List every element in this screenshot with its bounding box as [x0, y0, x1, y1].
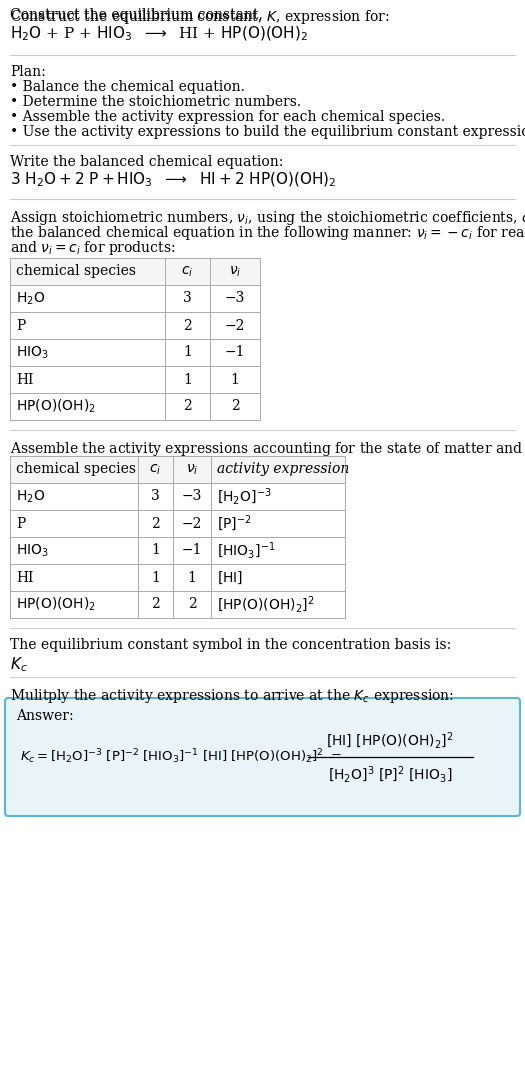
Text: $[\mathrm{HP(O)(OH)_2}]^2$: $[\mathrm{HP(O)(OH)_2}]^2$ [217, 594, 314, 614]
Text: $\mathrm{HIO_3}$: $\mathrm{HIO_3}$ [16, 542, 49, 559]
Text: 2: 2 [187, 597, 196, 611]
Text: The equilibrium constant symbol in the concentration basis is:: The equilibrium constant symbol in the c… [10, 638, 452, 652]
Text: Construct the equilibrium constant, $K$, expression for:: Construct the equilibrium constant, $K$,… [10, 7, 390, 26]
Text: HI: HI [16, 372, 34, 386]
Bar [10, 258, 260, 285]
Text: −3: −3 [182, 489, 202, 504]
Text: • Balance the chemical equation.: • Balance the chemical equation. [10, 80, 245, 94]
Text: $\mathrm{HP(O)(OH)_2}$: $\mathrm{HP(O)(OH)_2}$ [16, 398, 96, 415]
Text: 2: 2 [183, 319, 192, 333]
Text: $K_c$: $K_c$ [10, 655, 28, 674]
Text: Write the balanced chemical equation:: Write the balanced chemical equation: [10, 155, 284, 169]
Text: 1: 1 [187, 570, 196, 584]
Text: $c_i$: $c_i$ [181, 264, 194, 278]
Text: Plan:: Plan: [10, 65, 46, 79]
Text: $[\mathrm{H_2O}]^3\ [\mathrm{P}]^2\ [\mathrm{HIO_3}]$: $[\mathrm{H_2O}]^3\ [\mathrm{P}]^2\ [\ma… [328, 765, 452, 785]
Text: Mulitply the activity expressions to arrive at the $K_c$ expression:: Mulitply the activity expressions to arr… [10, 687, 454, 705]
Text: $c_i$: $c_i$ [149, 462, 162, 477]
Text: $\mathrm{HP(O)(OH)_2}$: $\mathrm{HP(O)(OH)_2}$ [16, 596, 96, 613]
Text: 1: 1 [183, 372, 192, 386]
Text: $[\mathrm{HIO_3}]^{-1}$: $[\mathrm{HIO_3}]^{-1}$ [217, 540, 276, 561]
Text: 2: 2 [151, 517, 160, 531]
Text: −1: −1 [225, 346, 245, 360]
Text: 3: 3 [151, 489, 160, 504]
Text: 3: 3 [183, 291, 192, 306]
Text: • Assemble the activity expression for each chemical species.: • Assemble the activity expression for e… [10, 110, 445, 124]
Text: P: P [16, 517, 25, 531]
Text: −2: −2 [225, 319, 245, 333]
Text: $\mathrm{3\ H_2O + 2\ P + HIO_3}$  $\longrightarrow$  $\mathrm{HI + 2\ HP(O)(OH): $\mathrm{3\ H_2O + 2\ P + HIO_3}$ $\long… [10, 171, 337, 189]
Text: −2: −2 [182, 517, 202, 531]
Text: Answer:: Answer: [16, 709, 74, 723]
Bar [10, 456, 345, 483]
Text: chemical species: chemical species [16, 264, 136, 278]
Text: 2: 2 [183, 399, 192, 413]
Text: Assign stoichiometric numbers, $\nu_i$, using the stoichiometric coefficients, $: Assign stoichiometric numbers, $\nu_i$, … [10, 209, 525, 227]
Text: $\mathrm{H_2O}$: $\mathrm{H_2O}$ [16, 290, 45, 307]
Text: chemical species: chemical species [16, 462, 136, 476]
Text: activity expression: activity expression [217, 462, 349, 476]
Text: and $\nu_i = c_i$ for products:: and $\nu_i = c_i$ for products: [10, 239, 175, 257]
Text: −3: −3 [225, 291, 245, 306]
Text: $[\mathrm{HI}]$: $[\mathrm{HI}]$ [217, 569, 243, 585]
Text: P: P [16, 319, 25, 333]
Text: 2: 2 [230, 399, 239, 413]
Text: 1: 1 [151, 544, 160, 557]
Text: • Use the activity expressions to build the equilibrium constant expression.: • Use the activity expressions to build … [10, 125, 525, 139]
Text: 2: 2 [151, 597, 160, 611]
Text: 1: 1 [151, 570, 160, 584]
FancyBboxPatch shape [5, 698, 520, 816]
Text: $K_c = [\mathrm{H_2O}]^{-3}\ [\mathrm{P}]^{-2}\ [\mathrm{HIO_3}]^{-1}\ [\mathrm{: $K_c = [\mathrm{H_2O}]^{-3}\ [\mathrm{P}… [20, 748, 342, 766]
Text: 1: 1 [183, 346, 192, 360]
Text: $[\mathrm{P}]^{-2}$: $[\mathrm{P}]^{-2}$ [217, 514, 251, 534]
Text: $\mathrm{H_2O}$: $\mathrm{H_2O}$ [16, 488, 45, 505]
Text: −1: −1 [182, 544, 202, 557]
Text: $[\mathrm{H_2O}]^{-3}$: $[\mathrm{H_2O}]^{-3}$ [217, 486, 271, 507]
Text: $[\mathrm{HI}]\ [\mathrm{HP(O)(OH)_2}]^2$: $[\mathrm{HI}]\ [\mathrm{HP(O)(OH)_2}]^2… [326, 731, 454, 751]
Text: Construct the equilibrium constant,: Construct the equilibrium constant, [10, 7, 267, 22]
Text: $\mathrm{H_2O}$ + P + $\mathrm{HIO_3}$  $\longrightarrow$  HI + $\mathrm{HP(O)(O: $\mathrm{H_2O}$ + P + $\mathrm{HIO_3}$ $… [10, 25, 308, 44]
Text: the balanced chemical equation in the following manner: $\nu_i = -c_i$ for react: the balanced chemical equation in the fo… [10, 224, 525, 242]
Text: HI: HI [16, 570, 34, 584]
Text: $\nu_i$: $\nu_i$ [229, 264, 241, 278]
Text: Assemble the activity expressions accounting for the state of matter and $\nu_i$: Assemble the activity expressions accoun… [10, 440, 525, 458]
Text: • Determine the stoichiometric numbers.: • Determine the stoichiometric numbers. [10, 95, 301, 109]
Text: 1: 1 [230, 372, 239, 386]
Text: $\nu_i$: $\nu_i$ [186, 462, 198, 477]
Text: $\mathrm{HIO_3}$: $\mathrm{HIO_3}$ [16, 345, 49, 361]
